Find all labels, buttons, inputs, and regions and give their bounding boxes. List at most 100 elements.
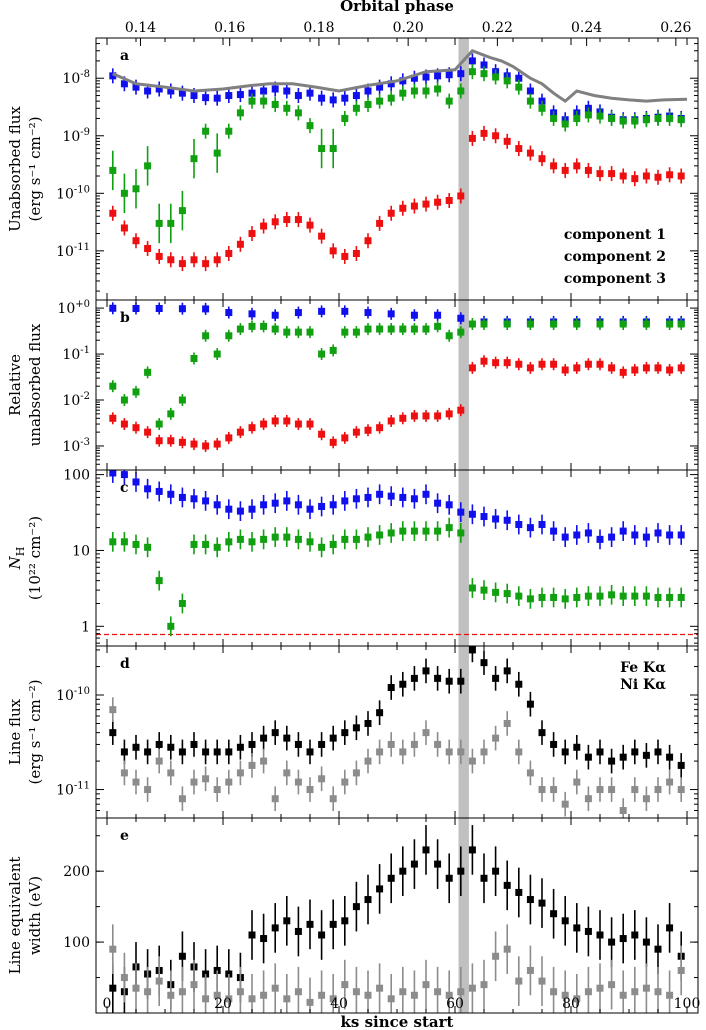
component-3-point bbox=[190, 440, 198, 448]
component-2-point bbox=[283, 104, 291, 112]
ni-k--point bbox=[468, 757, 476, 765]
component-3-point bbox=[236, 428, 244, 436]
phase-tick-label: 0.18 bbox=[303, 20, 334, 36]
component-1-point bbox=[410, 74, 418, 82]
component-2-point bbox=[225, 332, 233, 340]
component-2-point bbox=[352, 328, 360, 336]
component-1-point bbox=[178, 305, 186, 313]
component-1-point bbox=[584, 529, 592, 537]
ni-k--point bbox=[596, 786, 604, 794]
fe-k--point bbox=[190, 740, 198, 748]
component-2-point bbox=[352, 104, 360, 112]
component-3-point bbox=[445, 410, 453, 418]
component-2-point bbox=[271, 533, 279, 541]
component-1-point bbox=[341, 497, 349, 505]
eclipse-band bbox=[458, 818, 469, 1013]
ni-k--point bbox=[573, 995, 581, 1003]
plot-area-c bbox=[96, 470, 698, 637]
component-1-point bbox=[318, 94, 326, 102]
ni-k--point bbox=[167, 991, 175, 999]
component-2-point bbox=[167, 622, 175, 630]
component-3-point bbox=[318, 430, 326, 438]
ni-k--point bbox=[109, 706, 117, 714]
component-1-point bbox=[492, 515, 500, 523]
fe-k--point bbox=[329, 920, 337, 928]
component-2-point bbox=[329, 346, 337, 354]
component-2-point bbox=[248, 538, 256, 546]
ni-k--point bbox=[387, 995, 395, 1003]
component-3-point bbox=[434, 198, 442, 206]
component-2-point bbox=[573, 593, 581, 601]
fe-k--point bbox=[294, 740, 302, 748]
component-2-point bbox=[132, 388, 140, 396]
panel-letter: c bbox=[120, 480, 129, 496]
component-3-point bbox=[608, 170, 616, 178]
component-2-point bbox=[619, 592, 627, 600]
ni-k--point bbox=[132, 778, 140, 786]
ni-k--point bbox=[190, 778, 198, 786]
component-2-point bbox=[550, 114, 558, 122]
ni-k--point bbox=[364, 991, 372, 999]
component-2-point bbox=[364, 325, 372, 333]
component-2-point bbox=[120, 538, 128, 546]
y-tick-label: 100 bbox=[63, 935, 90, 951]
ni-k--point bbox=[631, 988, 639, 996]
component-3-point bbox=[434, 412, 442, 420]
component-1-point bbox=[202, 497, 210, 505]
component-2-point bbox=[225, 127, 233, 135]
ni-k--point bbox=[225, 995, 233, 1003]
component-2-point bbox=[538, 104, 546, 112]
component-3-point bbox=[492, 132, 500, 140]
y-tick-label: 10-1 bbox=[62, 345, 90, 363]
y-tick-label: 100 bbox=[63, 468, 90, 484]
component-2-point bbox=[109, 382, 117, 390]
ni-k--point bbox=[155, 977, 163, 985]
ni-k--point bbox=[236, 988, 244, 996]
ni-k--point bbox=[619, 991, 627, 999]
component-2-point bbox=[283, 328, 291, 336]
component-2-point bbox=[642, 592, 650, 600]
component-3-point bbox=[631, 366, 639, 374]
ni-k--point bbox=[573, 778, 581, 786]
component-2-point bbox=[132, 540, 140, 548]
component-2-point bbox=[526, 320, 534, 328]
ni-k--point bbox=[190, 981, 198, 989]
component-2-point bbox=[167, 410, 175, 418]
fe-k--point bbox=[526, 700, 534, 708]
component-1-point bbox=[654, 529, 662, 537]
component-1-point bbox=[294, 309, 302, 317]
component-3-point bbox=[341, 434, 349, 442]
ni-k--point bbox=[619, 807, 627, 815]
ni-k--point bbox=[526, 769, 534, 777]
component-3-point bbox=[225, 434, 233, 442]
component-3-point bbox=[596, 360, 604, 368]
component-2-point bbox=[318, 350, 326, 358]
ni-k--point bbox=[503, 945, 511, 953]
fe-k--point bbox=[538, 729, 546, 737]
component-3-point bbox=[144, 244, 152, 252]
ni-k--point bbox=[248, 995, 256, 1003]
component-3-point bbox=[550, 360, 558, 368]
component-2-point bbox=[677, 593, 685, 601]
component-1-point bbox=[132, 478, 140, 486]
component-1-point bbox=[225, 505, 233, 513]
component-1-point bbox=[480, 513, 488, 521]
component-3-point bbox=[677, 364, 685, 372]
component-1-point bbox=[236, 91, 244, 99]
component-1-point bbox=[538, 520, 546, 528]
top-axis-title: Orbital phase bbox=[340, 0, 454, 15]
component-2-point bbox=[387, 325, 395, 333]
component-2-point bbox=[178, 207, 186, 215]
component-3-point bbox=[248, 230, 256, 238]
ni-k--point bbox=[283, 769, 291, 777]
component-1-point bbox=[608, 533, 616, 541]
component-2-point bbox=[213, 350, 221, 358]
component-3-point bbox=[480, 129, 488, 137]
component-1-point bbox=[468, 57, 476, 65]
component-2-point bbox=[294, 535, 302, 543]
ni-k--point bbox=[526, 966, 534, 974]
fe-k--point bbox=[503, 667, 511, 675]
component-3-point bbox=[306, 221, 314, 229]
component-2-point bbox=[434, 85, 442, 93]
ni-k--point bbox=[167, 769, 175, 777]
